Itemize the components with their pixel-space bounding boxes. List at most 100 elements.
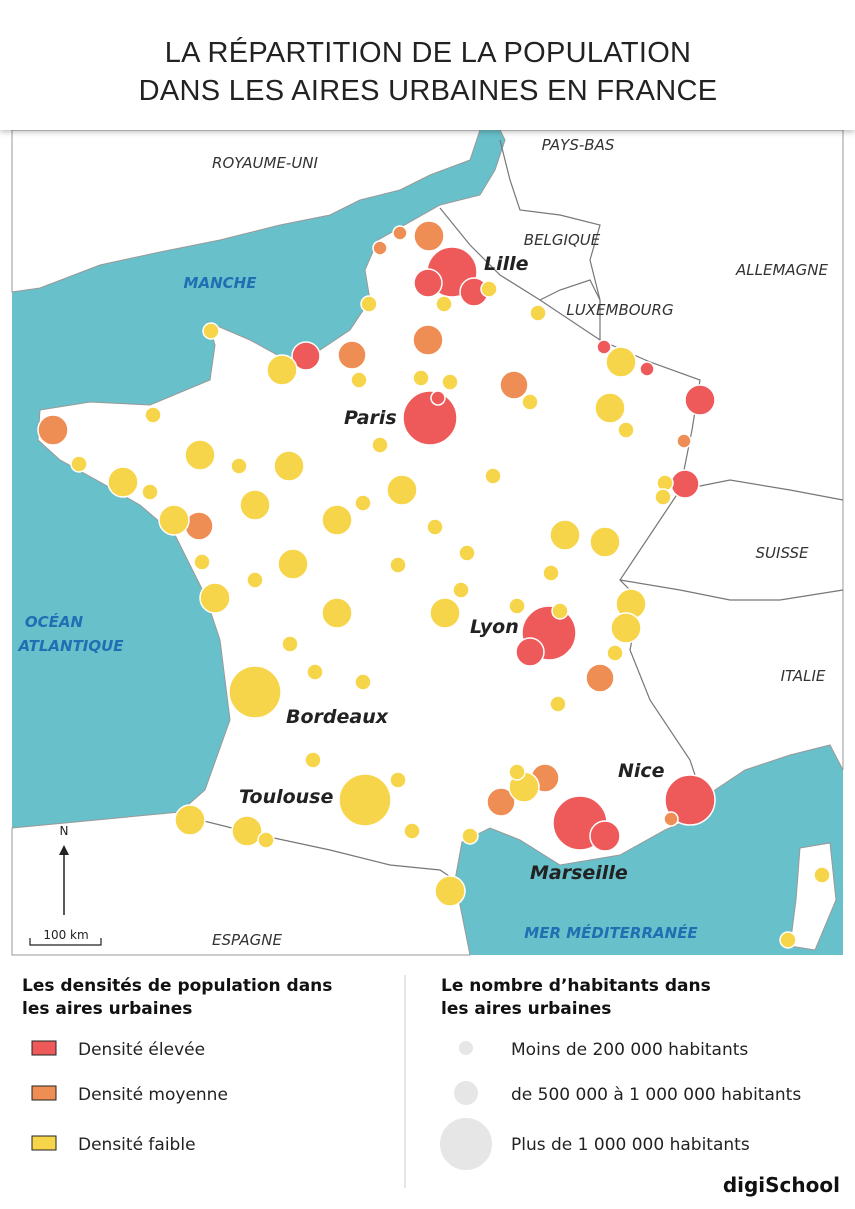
- city-marker: [617, 421, 635, 439]
- city-marker: [350, 371, 368, 389]
- city-marker: [386, 474, 418, 506]
- city-marker: [304, 751, 322, 769]
- city-marker: [144, 406, 162, 424]
- city-label: Lyon: [470, 616, 519, 638]
- city-marker: [670, 469, 700, 499]
- city-marker: [412, 369, 430, 387]
- city-marker: [589, 526, 621, 558]
- legend-item: de 500 000 à 1 000 000 habitants: [511, 1085, 801, 1105]
- city-marker: [664, 774, 716, 826]
- city-marker: [257, 831, 275, 849]
- city-marker: [480, 280, 498, 298]
- legend-title: Les densités de population dans: [22, 976, 332, 996]
- city-marker: [321, 597, 353, 629]
- sea-label: MANCHE: [184, 274, 258, 292]
- city-marker: [174, 804, 206, 836]
- compass-head: [59, 845, 69, 855]
- city-marker: [403, 822, 421, 840]
- city-marker: [549, 695, 567, 713]
- city-marker: [354, 673, 372, 691]
- sea-label: OCÉAN: [25, 612, 84, 631]
- city-marker: [589, 820, 621, 852]
- city-label: Marseille: [530, 862, 628, 884]
- city-marker: [277, 548, 309, 580]
- city-marker: [610, 612, 642, 644]
- city-marker: [676, 433, 692, 449]
- city-marker: [426, 518, 444, 536]
- city-marker: [228, 665, 282, 719]
- city-marker: [484, 467, 502, 485]
- city-marker: [813, 866, 831, 884]
- compass-label: N: [60, 824, 69, 838]
- legend-size: [438, 1116, 494, 1172]
- country-label: SUISSE: [756, 544, 809, 562]
- city-marker: [230, 457, 248, 475]
- city-markers: [37, 220, 831, 949]
- uk: [11, 129, 481, 293]
- city-marker: [654, 488, 672, 506]
- city-marker: [639, 361, 655, 377]
- city-marker: [231, 815, 263, 847]
- city-marker: [402, 390, 458, 446]
- city-marker: [107, 466, 139, 498]
- city-marker: [585, 663, 615, 693]
- legend-item: Densité élevée: [78, 1040, 205, 1060]
- city-marker: [430, 390, 446, 406]
- legend-title: les aires urbaines: [22, 999, 192, 1019]
- city-marker: [412, 324, 444, 356]
- city-marker: [202, 322, 220, 340]
- sea-label: MER MÉDITERRANÉE: [524, 923, 698, 942]
- sea-label: ATLANTIQUE: [17, 637, 124, 655]
- country-label: BELGIQUE: [524, 231, 601, 249]
- city-marker: [452, 581, 470, 599]
- header: [0, 0, 855, 130]
- country-label: ROYAUME-UNI: [212, 154, 318, 172]
- country-label: ALLEMAGNE: [735, 261, 829, 279]
- border-line: [539, 279, 601, 301]
- city-marker: [413, 220, 445, 252]
- city-marker: [435, 295, 453, 313]
- city-label: Paris: [344, 407, 397, 429]
- city-marker: [413, 268, 443, 298]
- borders: [179, 139, 844, 881]
- country-label: ITALIE: [781, 667, 826, 685]
- legend-item: Densité faible: [78, 1135, 196, 1155]
- legend-title: les aires urbaines: [441, 999, 611, 1019]
- city-marker: [684, 384, 716, 416]
- city-marker: [354, 494, 372, 512]
- city-marker: [273, 450, 305, 482]
- city-marker: [281, 635, 299, 653]
- city-marker: [458, 544, 476, 562]
- city-marker: [605, 346, 637, 378]
- city-marker: [551, 602, 569, 620]
- city-marker: [429, 597, 461, 629]
- city-marker: [70, 455, 88, 473]
- city-marker: [596, 339, 612, 355]
- country-label: ESPAGNE: [212, 931, 282, 949]
- border-line: [679, 479, 844, 501]
- city-marker: [542, 564, 560, 582]
- city-marker: [338, 773, 392, 827]
- city-marker: [486, 787, 516, 817]
- city-marker: [306, 663, 324, 681]
- city-marker: [37, 414, 69, 446]
- city-marker: [372, 240, 388, 256]
- city-marker: [594, 392, 626, 424]
- city-marker: [291, 341, 321, 371]
- city-marker: [606, 644, 624, 662]
- scale-bar: [29, 938, 102, 946]
- city-marker: [184, 439, 216, 471]
- legend-swatch: [31, 1040, 57, 1056]
- title-line: LA RÉPARTITION DE LA POPULATION: [165, 36, 692, 69]
- city-marker: [389, 556, 407, 574]
- city-marker: [392, 225, 408, 241]
- legend-swatch: [31, 1135, 57, 1151]
- legend-size: [457, 1039, 475, 1057]
- city-marker: [266, 354, 298, 386]
- city-marker: [141, 483, 159, 501]
- city-label: Toulouse: [239, 786, 333, 808]
- city-label: Nice: [618, 760, 665, 782]
- city-marker: [239, 489, 271, 521]
- city-marker: [441, 373, 459, 391]
